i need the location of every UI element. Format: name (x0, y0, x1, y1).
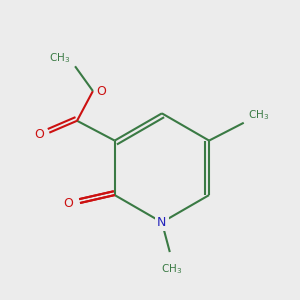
Text: O: O (63, 196, 73, 209)
Text: O: O (34, 128, 44, 141)
Text: N: N (157, 216, 167, 229)
Text: CH$_3$: CH$_3$ (49, 52, 70, 65)
Text: CH$_3$: CH$_3$ (161, 262, 182, 276)
Text: CH$_3$: CH$_3$ (248, 108, 269, 122)
Text: O: O (96, 85, 106, 98)
